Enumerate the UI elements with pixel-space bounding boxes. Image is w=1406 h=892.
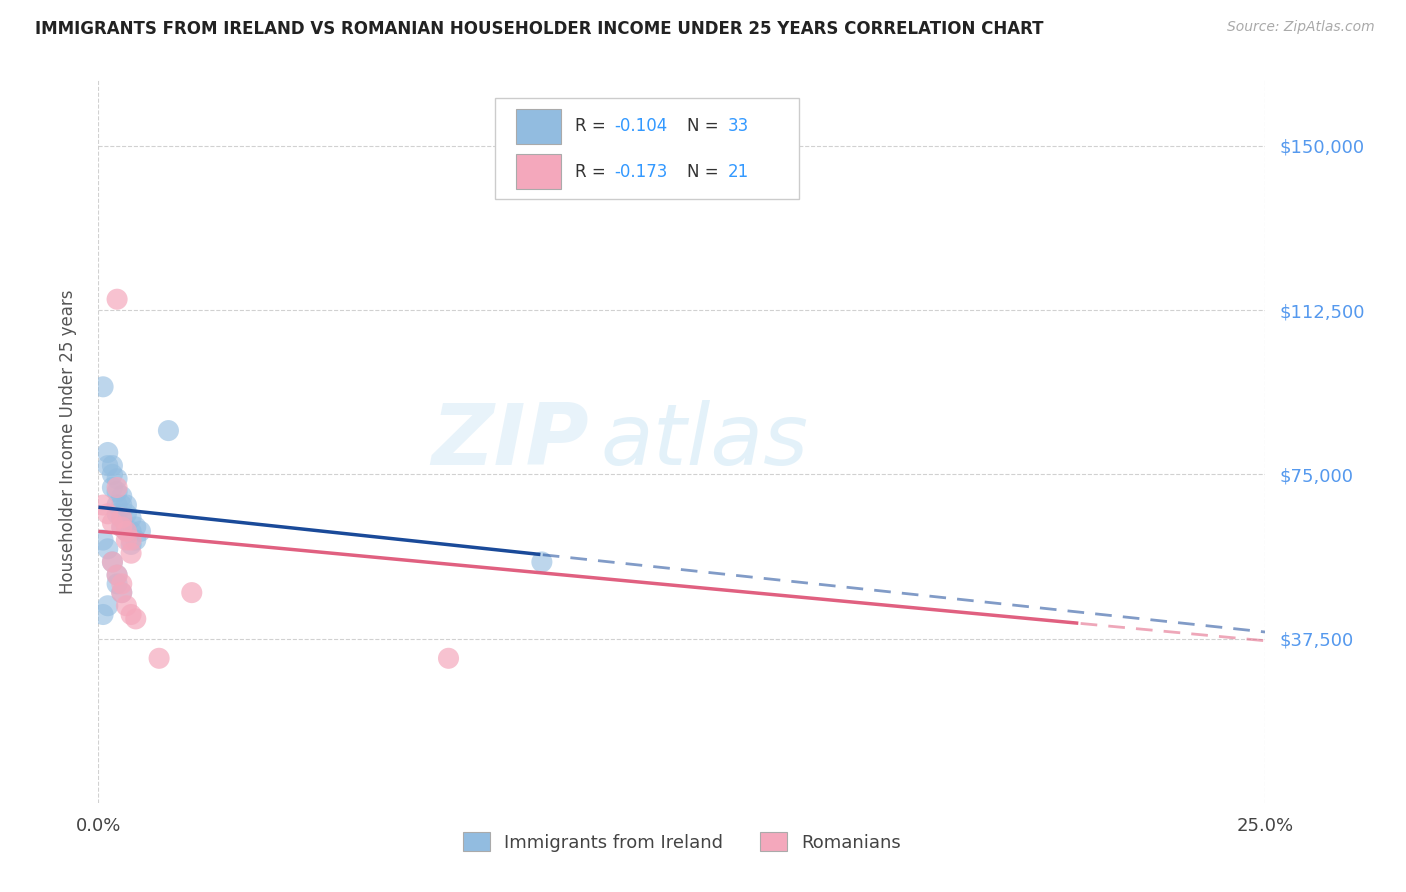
Point: [111, 520, 134, 534]
Point: [129, 524, 152, 539]
Point: [111, 520, 134, 534]
Text: -0.173: -0.173: [614, 162, 668, 181]
Point: [120, 537, 142, 551]
Point: [125, 520, 148, 534]
Text: Source: ZipAtlas.com: Source: ZipAtlas.com: [1227, 20, 1375, 34]
Text: R =: R =: [575, 117, 610, 136]
Point: [115, 524, 138, 539]
Point: [91, 380, 114, 394]
Text: atlas: atlas: [600, 400, 808, 483]
Y-axis label: Householder Income Under 25 years: Householder Income Under 25 years: [59, 289, 77, 594]
Text: N =: N =: [686, 117, 724, 136]
Point: [115, 507, 138, 521]
Point: [120, 511, 142, 525]
Point: [97, 458, 120, 473]
Point: [105, 498, 128, 512]
Point: [125, 612, 148, 626]
Point: [180, 585, 202, 599]
Point: [111, 585, 134, 599]
Point: [97, 599, 120, 613]
Point: [111, 577, 134, 591]
Text: 33: 33: [727, 117, 748, 136]
Point: [101, 555, 124, 569]
Bar: [516, 154, 561, 189]
Point: [97, 445, 120, 459]
Text: IMMIGRANTS FROM IRELAND VS ROMANIAN HOUSEHOLDER INCOME UNDER 25 YEARS CORRELATIO: IMMIGRANTS FROM IRELAND VS ROMANIAN HOUS…: [35, 20, 1043, 37]
Point: [105, 484, 128, 499]
Point: [101, 481, 124, 495]
Point: [91, 607, 114, 622]
Point: [105, 577, 128, 591]
Legend: Immigrants from Ireland, Romanians: Immigrants from Ireland, Romanians: [456, 825, 908, 859]
Point: [120, 546, 142, 560]
Point: [115, 524, 138, 539]
Point: [120, 524, 142, 539]
Text: N =: N =: [686, 162, 724, 181]
Point: [148, 651, 170, 665]
Point: [157, 424, 180, 438]
Point: [91, 498, 114, 512]
Point: [115, 498, 138, 512]
Point: [105, 292, 128, 306]
Point: [105, 472, 128, 486]
Point: [91, 533, 114, 547]
Point: [111, 489, 134, 503]
Point: [97, 541, 120, 556]
FancyBboxPatch shape: [495, 98, 799, 200]
Point: [125, 533, 148, 547]
Point: [105, 568, 128, 582]
Point: [101, 555, 124, 569]
Point: [120, 607, 142, 622]
Text: 21: 21: [727, 162, 748, 181]
Point: [111, 585, 134, 599]
Point: [105, 507, 128, 521]
Text: R =: R =: [575, 162, 610, 181]
Text: ZIP: ZIP: [430, 400, 589, 483]
Point: [105, 568, 128, 582]
Bar: [516, 109, 561, 144]
Text: -0.104: -0.104: [614, 117, 668, 136]
Point: [115, 599, 138, 613]
Point: [97, 507, 120, 521]
Point: [101, 516, 124, 530]
Point: [105, 481, 128, 495]
Point: [101, 467, 124, 482]
Point: [437, 651, 460, 665]
Point: [101, 458, 124, 473]
Point: [111, 511, 134, 525]
Point: [115, 533, 138, 547]
Point: [530, 555, 553, 569]
Point: [111, 511, 134, 525]
Point: [120, 533, 142, 547]
Point: [111, 498, 134, 512]
